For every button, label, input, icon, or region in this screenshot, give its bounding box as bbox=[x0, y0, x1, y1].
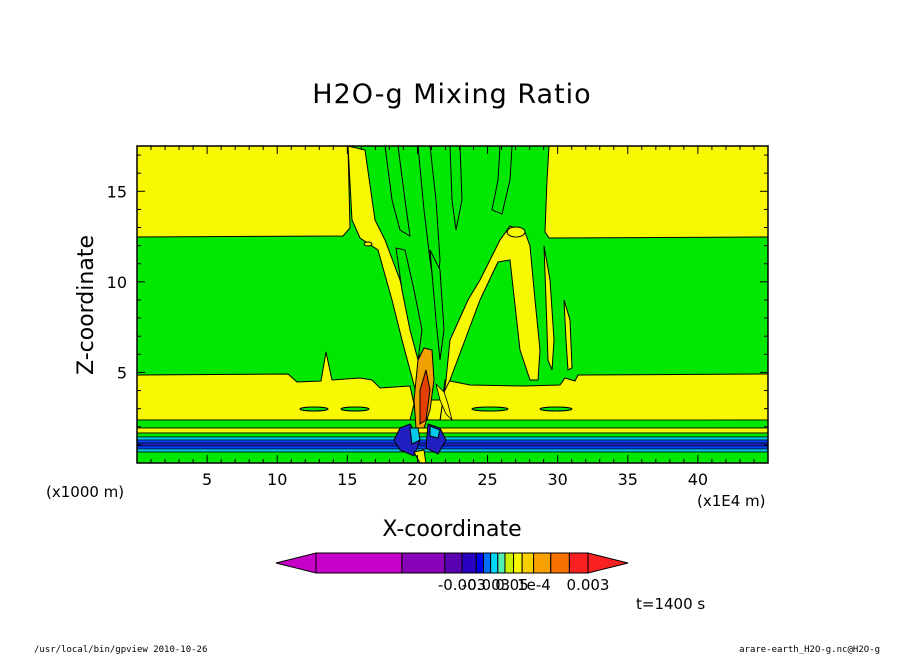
colorbar-bin bbox=[482, 552, 492, 574]
colorbar-label: -0.003 bbox=[438, 576, 486, 594]
contour-core-cyan bbox=[409, 427, 421, 445]
colorbar-end-low bbox=[275, 552, 317, 574]
colorbar-label: -0.003 bbox=[462, 576, 510, 594]
contour-band bbox=[136, 442, 769, 447]
colorbar-label: 0.003 bbox=[567, 576, 610, 594]
x-tick-label: 10 bbox=[267, 470, 287, 489]
contour-spike-3 bbox=[429, 249, 445, 361]
contour-band bbox=[136, 419, 769, 429]
x-tick-label: 30 bbox=[547, 470, 567, 489]
contour-band bbox=[136, 439, 769, 444]
colorbar-bin bbox=[315, 552, 403, 574]
contour-island bbox=[471, 406, 509, 412]
colorbar-label: 0.05 bbox=[495, 576, 528, 594]
colorbar-end-high bbox=[587, 552, 629, 574]
x-axis: 5 10 15 20 25 30 35 40 bbox=[150, 146, 755, 489]
contour-field bbox=[136, 145, 769, 464]
colorbar-bin bbox=[513, 552, 523, 574]
x-tick-label: 40 bbox=[688, 470, 708, 489]
contour-region-upper-left bbox=[136, 145, 351, 238]
contour-band bbox=[136, 427, 769, 434]
contour-core-cyan bbox=[429, 425, 441, 439]
chart-title: H2O-g Mixing Ratio bbox=[312, 79, 591, 110]
colorbar-bin bbox=[504, 552, 515, 574]
x-tick-label: 20 bbox=[407, 470, 427, 489]
x-axis-units: (x1E4 m) bbox=[697, 492, 766, 510]
contour-region-upper-right bbox=[544, 145, 769, 239]
y-axis: 5 10 15 bbox=[107, 154, 768, 446]
colorbar-bin bbox=[461, 552, 477, 574]
colorbar-bin bbox=[568, 552, 589, 574]
footer-right: arare-earth_H2O-g.nc@H2O-g bbox=[739, 645, 880, 654]
colorbar-bin bbox=[533, 552, 552, 574]
footer-left: /usr/local/bin/gpview 2010-10-26 bbox=[34, 645, 207, 654]
contour-island bbox=[363, 241, 373, 247]
contour-island bbox=[539, 406, 573, 412]
x-axis-title: X-coordinate bbox=[382, 517, 521, 542]
contour-band bbox=[136, 436, 769, 441]
colorbar-bin bbox=[497, 552, 506, 574]
contour-island bbox=[299, 406, 329, 412]
colorbar-bin bbox=[550, 552, 570, 574]
x-tick-label: 15 bbox=[337, 470, 357, 489]
contour-squiggle bbox=[435, 382, 453, 422]
colorbar-bin bbox=[444, 552, 463, 574]
contour-band bbox=[136, 451, 769, 464]
colorbar-bin bbox=[490, 552, 499, 574]
contour-band bbox=[136, 445, 769, 450]
contour-island bbox=[506, 226, 526, 238]
y-axis-title: Z-coordinate bbox=[74, 235, 99, 375]
y-tick-label: 10 bbox=[107, 273, 127, 292]
colorbar-bin bbox=[475, 552, 484, 574]
contour-band bbox=[136, 448, 769, 453]
contour-region-lower-band bbox=[136, 351, 415, 421]
contour-core-red bbox=[419, 369, 431, 425]
colorbar bbox=[275, 552, 629, 574]
y-axis-units: (x1000 m) bbox=[46, 483, 124, 501]
contour-spike-2 bbox=[563, 299, 573, 371]
x-tick-label: 5 bbox=[202, 470, 212, 489]
x-tick-label: 25 bbox=[477, 470, 497, 489]
x-tick-label: 35 bbox=[618, 470, 638, 489]
colorbar-bin bbox=[401, 552, 446, 574]
plot-frame bbox=[136, 145, 769, 464]
y-tick-label: 15 bbox=[107, 182, 127, 201]
colorbar-label: 1e-4 bbox=[517, 576, 551, 594]
contour-spike-1 bbox=[543, 245, 555, 371]
contour-streak-5 bbox=[395, 247, 423, 361]
colorbar-bin bbox=[521, 552, 535, 574]
y-tick-label: 5 bbox=[117, 363, 127, 382]
time-label: t=1400 s bbox=[636, 595, 705, 613]
contour-island bbox=[340, 406, 370, 412]
contour-band bbox=[136, 432, 769, 438]
